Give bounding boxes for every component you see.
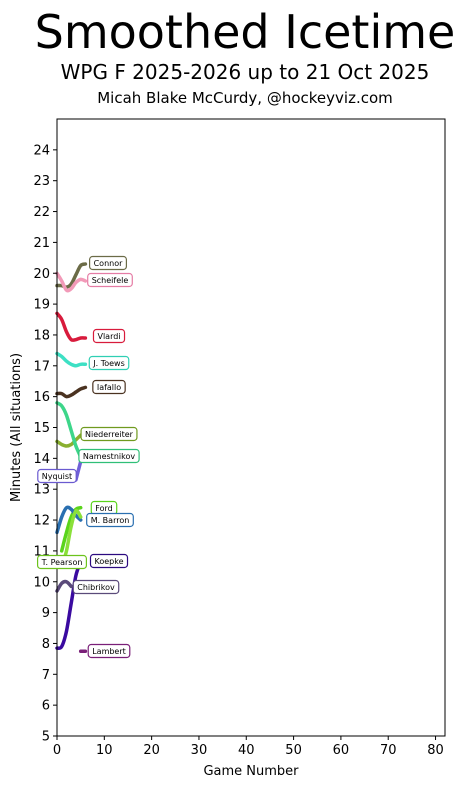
chart-title: Smoothed Icetime	[34, 5, 456, 59]
y-tick-label: 24	[33, 143, 50, 158]
series-line-koepke	[55, 559, 83, 651]
y-tick-label: 16	[33, 390, 50, 405]
series-label-nyquist: Nyquist	[37, 468, 77, 484]
axis-layer: 0 10 20 30 40 50 60 70 8056789101112131415161718…	[33, 143, 443, 758]
series-label-box	[80, 426, 138, 442]
series-label-box	[87, 272, 133, 288]
y-tick-label: 5	[42, 730, 50, 745]
y-axis-label: Minutes (All situations)	[9, 353, 24, 502]
y-tick-label: 8	[42, 637, 50, 652]
series-label-box	[88, 255, 128, 271]
y-tick-label: 17	[33, 359, 50, 374]
x-tick-label: 10	[96, 743, 113, 758]
y-tick-label: 7	[42, 668, 50, 683]
series-line-scheifele	[55, 271, 88, 293]
series-line-niederreiter	[55, 433, 83, 448]
series-label-text: Namestnikov	[83, 452, 135, 461]
series-label-iafallo: Iafallo	[92, 379, 126, 395]
series-label-box	[86, 512, 134, 528]
series-label-text: M. Barron	[91, 516, 130, 525]
y-tick-label: 14	[33, 452, 50, 467]
series-label-box	[92, 328, 126, 344]
series-line-vlardi	[55, 311, 88, 342]
y-tick-label: 12	[33, 514, 50, 529]
series-line-iafallo	[55, 385, 88, 399]
series-label-niederreiter: Niederreiter	[80, 426, 138, 442]
y-tick-label: 23	[33, 174, 50, 189]
series-label-j-toews: J. Toews	[88, 355, 130, 371]
y-tick-label: 15	[33, 421, 50, 436]
y-tick-label: 19	[33, 298, 50, 313]
series-label-box	[72, 579, 120, 595]
series-label-text: Vlardi	[97, 332, 120, 341]
y-tick-label: 18	[33, 328, 50, 343]
label-layer: Connor Scheifele Vlardi J. Toews Iafallo Nied…	[36, 255, 140, 659]
y-tick-label: 20	[33, 267, 50, 282]
series-label-box	[78, 448, 140, 464]
series-label-vlardi: Vlardi	[92, 328, 126, 344]
series-label-text: Koepke	[94, 557, 123, 566]
y-tick-label: 10	[33, 575, 50, 590]
series-line-chibrikov	[55, 579, 73, 593]
x-tick-label: 30	[191, 743, 208, 758]
y-tick-label: 13	[33, 483, 50, 498]
x-tick-label: 0	[53, 743, 61, 758]
series-label-text: J. Toews	[92, 359, 125, 368]
y-tick-label: 21	[33, 236, 50, 251]
x-axis-label: Game Number	[203, 764, 299, 779]
series-line-j-toews	[55, 351, 88, 368]
series-line-namestnikov	[55, 401, 83, 459]
series-line-m-barron	[55, 505, 83, 535]
series-label-text: Iafallo	[97, 383, 121, 392]
series-label-t-pearson: T. Pearson	[36, 554, 88, 570]
series-label-box	[37, 468, 77, 484]
x-tick-label: 80	[427, 743, 444, 758]
series-label-lambert: Lambert	[87, 643, 131, 659]
series-label-box	[89, 553, 129, 569]
series-label-box	[88, 355, 130, 371]
y-tick-label: 22	[33, 205, 50, 220]
series-label-text: T. Pearson	[41, 558, 83, 567]
series-label-box	[87, 643, 131, 659]
x-tick-label: 40	[238, 743, 255, 758]
series-layer	[55, 262, 88, 653]
series-label-connor: Connor	[88, 255, 128, 271]
series-line-ford	[59, 505, 83, 553]
series-label-box	[36, 554, 88, 570]
series-label-box	[92, 379, 126, 395]
x-tick-label: 60	[333, 743, 350, 758]
series-label-koepke: Koepke	[89, 553, 129, 569]
series-label-namestnikov: Namestnikov	[78, 448, 140, 464]
series-label-text: Lambert	[92, 647, 126, 656]
series-label-text: Chibrikov	[77, 583, 115, 592]
series-label-text: Connor	[94, 259, 124, 268]
series-label-text: Niederreiter	[85, 430, 134, 439]
x-tick-label: 20	[143, 743, 160, 758]
series-line-connor	[55, 262, 88, 289]
series-label-ford: Ford	[90, 500, 118, 516]
series-label-text: Nyquist	[42, 472, 72, 481]
chart-subtitle: WPG F 2025-2026 up to 21 Oct 2025	[60, 60, 430, 84]
series-label-chibrikov: Chibrikov	[72, 579, 120, 595]
series-label-m-barron: M. Barron	[86, 512, 134, 528]
y-tick-label: 6	[42, 699, 50, 714]
series-label-text: Ford	[95, 504, 112, 513]
series-label-text: Scheifele	[92, 276, 129, 285]
chart-byline: Micah Blake McCurdy, @hockeyviz.com	[97, 89, 393, 107]
x-tick-label: 70	[380, 743, 397, 758]
series-label-scheifele: Scheifele	[87, 272, 133, 288]
y-tick-label: 9	[42, 606, 50, 621]
x-tick-label: 50	[285, 743, 302, 758]
